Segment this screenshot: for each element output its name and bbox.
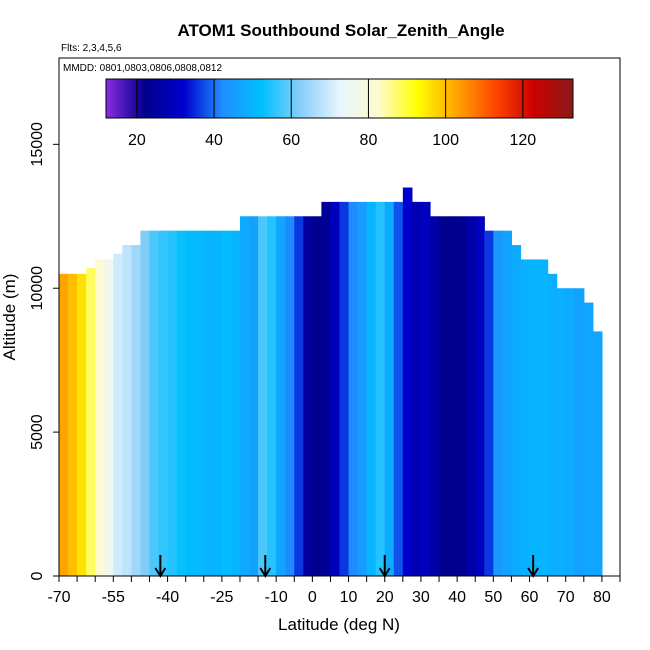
heatmap-cell [457, 216, 467, 576]
x-tick-label: 70 [557, 589, 575, 606]
heatmap-cell [131, 245, 142, 577]
heatmap-cell [95, 259, 105, 576]
heatmap-cell [312, 216, 323, 576]
heatmap-cell [203, 230, 214, 576]
heatmap-cell [529, 259, 540, 576]
heatmap-cell [158, 230, 169, 576]
heatmap-cell [176, 230, 187, 576]
heatmap-cell [375, 201, 386, 576]
heatmap-cell [230, 230, 241, 576]
heatmap-cell [556, 288, 567, 576]
flights-label: Flts: 2,3,4,5,6 [61, 43, 122, 54]
heatmap-cell [140, 230, 151, 576]
heatmap-cell [113, 253, 123, 576]
x-tick-label: 60 [521, 589, 539, 606]
y-tick-label: 0 [29, 571, 46, 580]
heatmap-cell [484, 230, 494, 576]
x-tick-label: -55 [102, 589, 125, 606]
heatmap-cell [285, 216, 295, 576]
x-tick-label: 40 [448, 589, 466, 606]
x-tick-label: 20 [376, 589, 394, 606]
x-tick-label: -70 [47, 589, 70, 606]
heatmap-cell [321, 201, 332, 576]
y-tick-label: 15000 [29, 122, 46, 167]
x-axis: -70 -55 -40 -25 -10 0 10 20 30 40 50 60 70 80 [47, 576, 621, 606]
heatmap-cell [366, 201, 377, 576]
x-tick-label: 0 [308, 589, 317, 606]
heatmap-cell [511, 245, 522, 577]
y-axis-label: Altitude (m) [0, 274, 19, 361]
heatmap-cell [547, 273, 558, 576]
colorbar-tick-label: 20 [128, 132, 146, 149]
heatmap-cell [565, 288, 576, 576]
heatmap-cell [267, 216, 277, 576]
heatmap-cell [574, 288, 585, 576]
x-tick-label: 50 [484, 589, 502, 606]
heatmap-cell [249, 216, 259, 576]
colorbar-tick-label: 80 [360, 132, 378, 149]
heatmap-cell [303, 216, 313, 576]
colorbar: 20 40 60 80 100 120 [105, 78, 574, 149]
y-tick-label: 5000 [29, 414, 46, 450]
heatmap-cell [466, 216, 476, 576]
heatmap-cell [592, 331, 603, 576]
heatmap-cell [439, 216, 449, 576]
heatmap-cell [59, 273, 69, 576]
y-tick-label: 10000 [29, 266, 46, 311]
heatmap-cell [448, 216, 458, 576]
heatmap-cell [212, 230, 223, 576]
heatmap-cell [357, 201, 368, 576]
heatmap-cell [276, 216, 286, 576]
y-axis: 0 5000 10000 15000 [29, 122, 59, 580]
heatmap-cell [258, 216, 268, 576]
x-tick-label: 30 [412, 589, 430, 606]
heatmap-cell [420, 201, 431, 576]
x-tick-label: 10 [340, 589, 358, 606]
heatmap-cell [122, 245, 132, 577]
colorbar-tick-label: 120 [509, 132, 536, 149]
x-axis-label: Latitude (deg N) [278, 615, 400, 634]
x-tick-label: 80 [593, 589, 611, 606]
heatmap-cell [68, 273, 78, 576]
heatmap-cell [194, 230, 205, 576]
plot-frame [58, 57, 621, 577]
heatmap-cell [221, 230, 232, 576]
colorbar-tick-label: 100 [432, 132, 459, 149]
heatmap-cell [520, 259, 531, 576]
heatmap-cell [583, 302, 594, 576]
heatmap-cell [502, 230, 513, 576]
colorbar-tick-label: 40 [205, 132, 223, 149]
heatmap-cell [348, 201, 359, 576]
heatmap-cell [185, 230, 196, 576]
heatmap-cell [475, 216, 485, 576]
x-tick-label: -10 [265, 589, 288, 606]
heatmap-cell [86, 268, 96, 576]
x-tick-label: -40 [156, 589, 179, 606]
chart-title: ATOM1 Southbound Solar_Zenith_Angle [177, 21, 504, 40]
heatmap-cell [393, 201, 404, 576]
heatmap-cell [384, 201, 395, 576]
heatmap-cell [77, 273, 87, 576]
heatmap-cell [538, 259, 549, 576]
heatmap-cell [149, 230, 160, 576]
heatmap-cell [411, 201, 422, 576]
heatmap-cell [239, 216, 250, 576]
heatmap-cell [167, 230, 178, 576]
heatmap-cell [402, 187, 413, 576]
dates-label: MMDD: 0801,0803,0806,0808,0812 [63, 63, 222, 74]
heatmap-cell [493, 230, 503, 576]
colorbar-gradient [105, 78, 574, 119]
colorbar-tick-label: 60 [282, 132, 300, 149]
plot-area [59, 187, 603, 577]
x-tick-label: -25 [210, 589, 233, 606]
heatmap-cell [294, 216, 304, 576]
heatmap-cell [429, 216, 440, 576]
heatmap-cell [330, 201, 341, 576]
heatmap-cell [104, 259, 114, 576]
heatmap-cell [339, 201, 350, 576]
